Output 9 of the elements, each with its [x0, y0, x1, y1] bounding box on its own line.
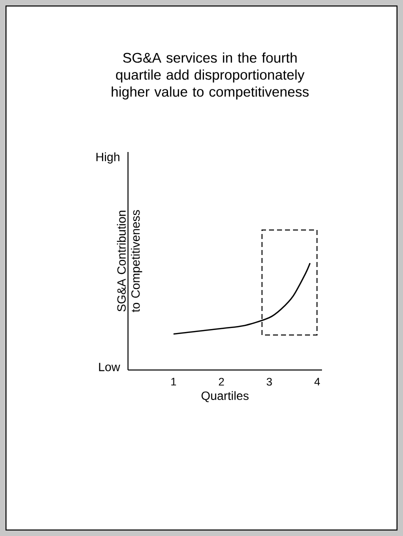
text: Low — [99, 362, 120, 372]
y-axis-title: SG&A Contribution to Competitiveness — [116, 210, 142, 312]
chart-title: SG&A services in the fourth quartile add disproportionately higher value to competitiveness — [112, 52, 309, 100]
x-tick-label: 4 — [314, 378, 320, 386]
x-axis-title: Quartiles — [202, 391, 249, 402]
text: High — [96, 152, 120, 164]
x-tick-label: 3 — [266, 378, 272, 386]
x-tick-label: 2 — [218, 378, 224, 386]
x-tick-label: 1 — [171, 378, 176, 386]
